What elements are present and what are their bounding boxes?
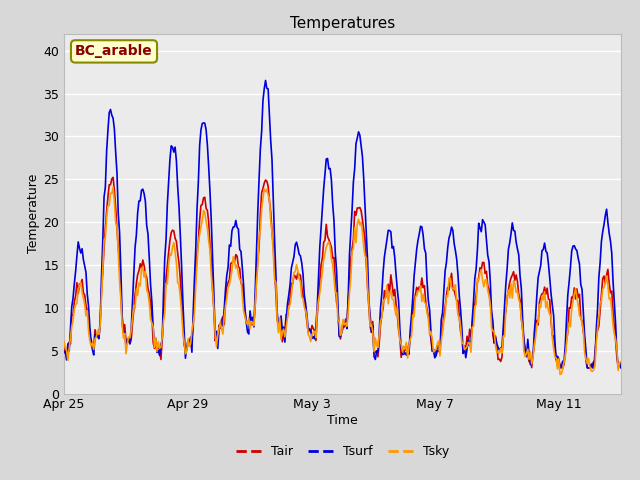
Y-axis label: Temperature: Temperature	[28, 174, 40, 253]
X-axis label: Time: Time	[327, 414, 358, 427]
Legend: Tair, Tsurf, Tsky: Tair, Tsurf, Tsky	[231, 440, 454, 463]
Title: Temperatures: Temperatures	[290, 16, 395, 31]
Text: BC_arable: BC_arable	[75, 44, 153, 59]
